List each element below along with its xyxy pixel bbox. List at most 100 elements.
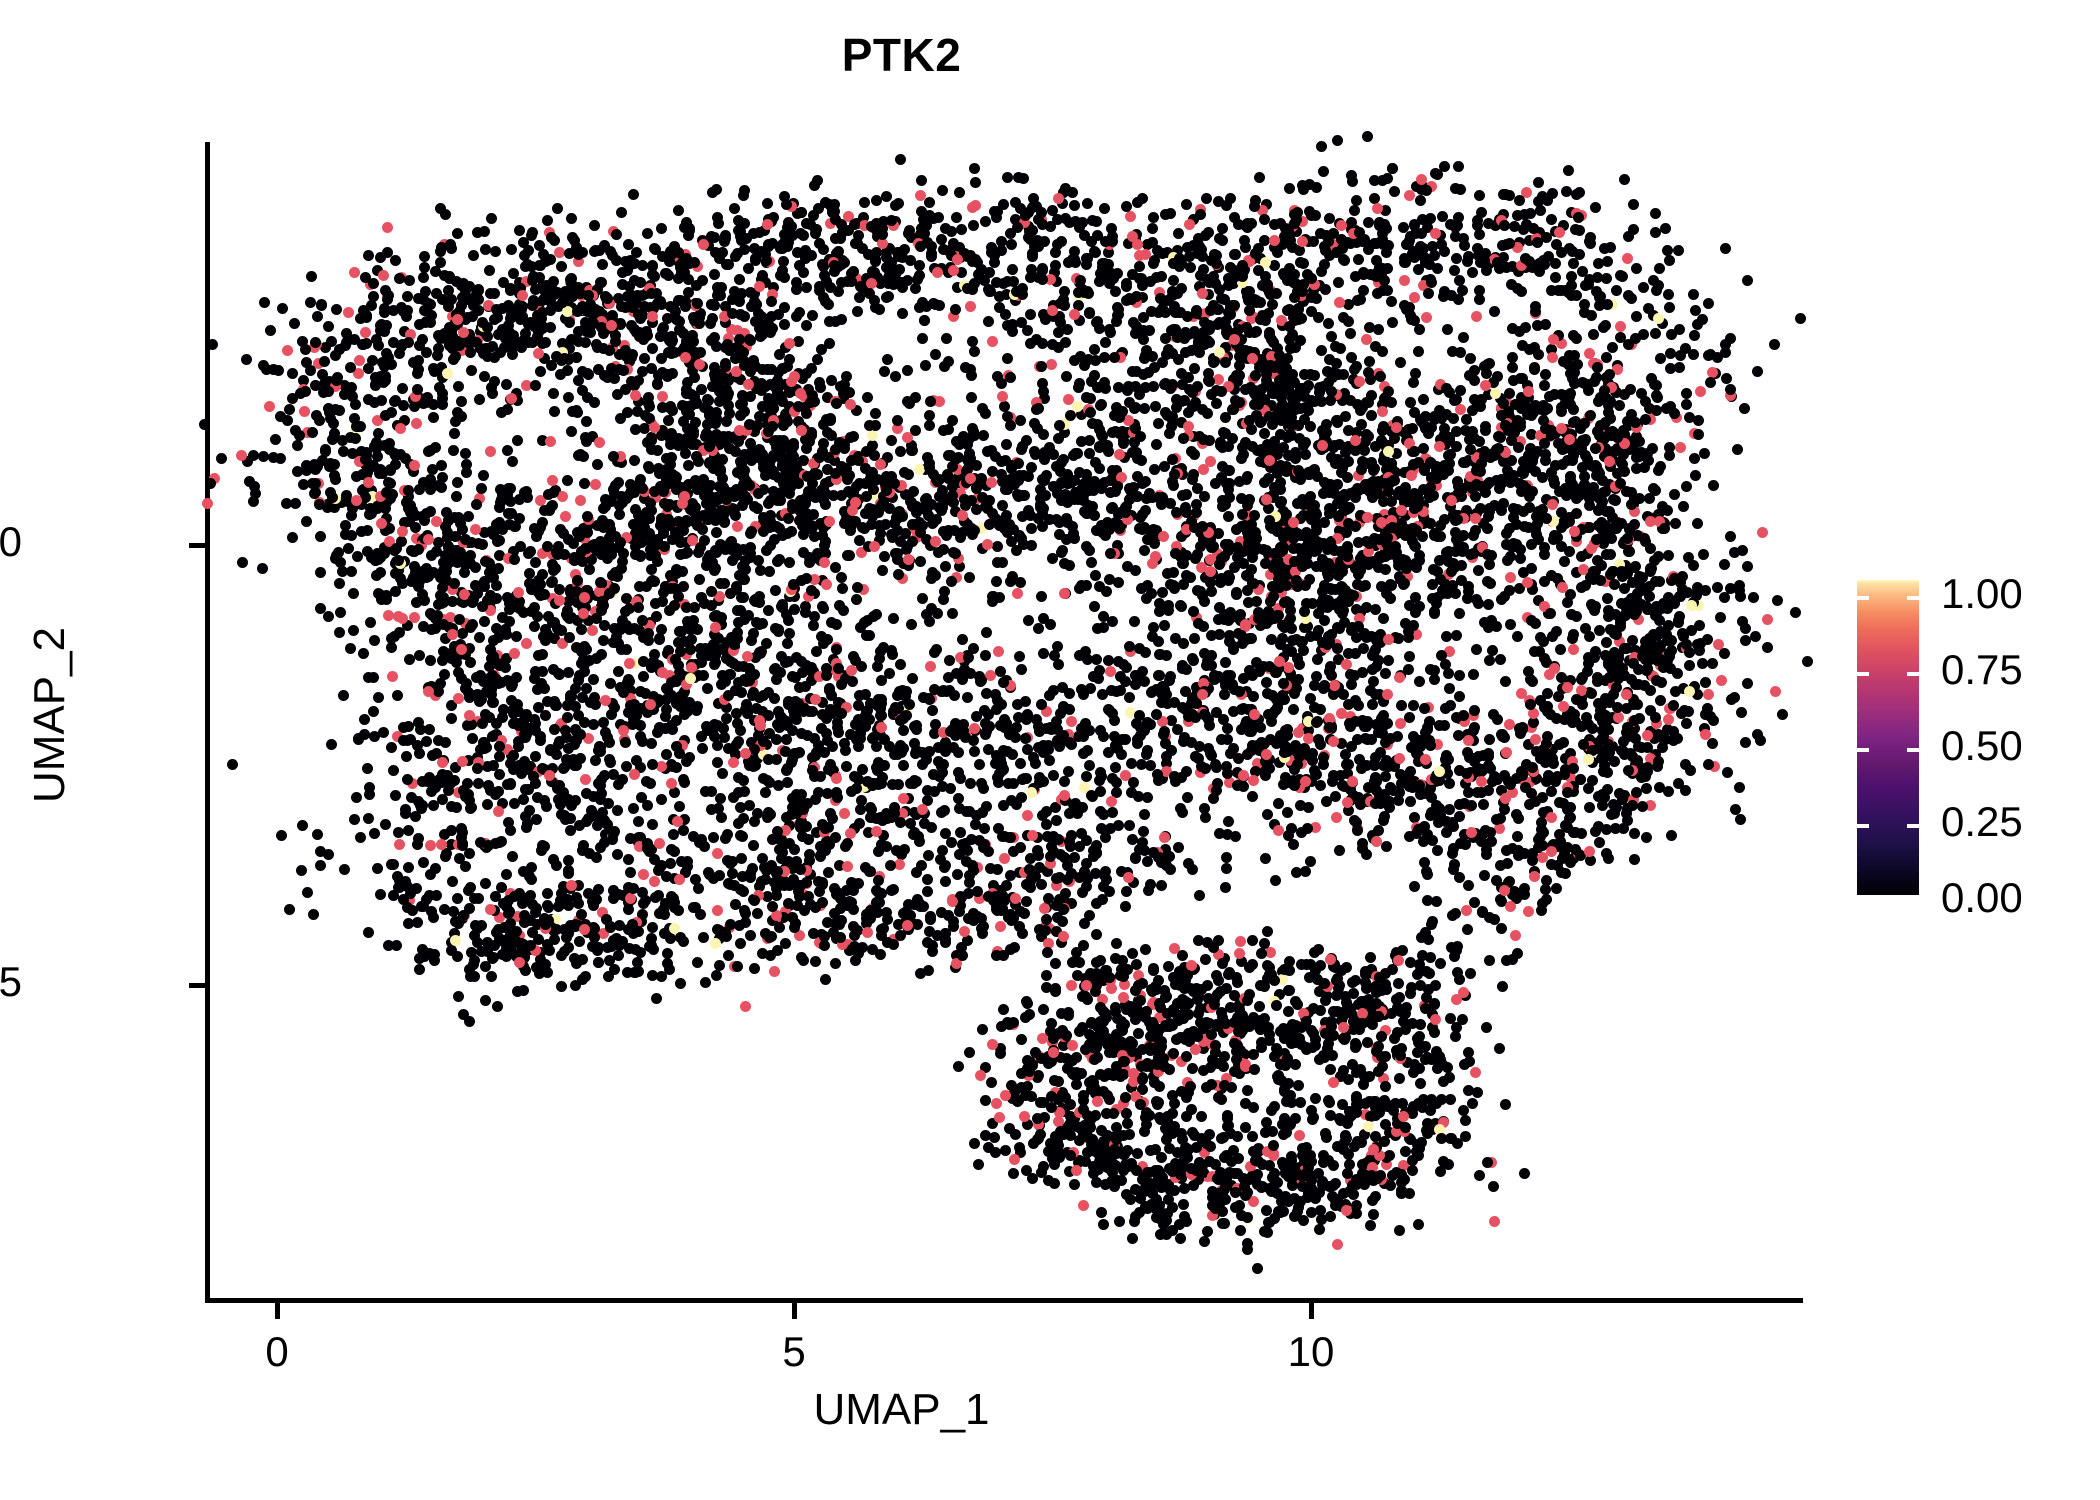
scatter-point <box>1094 322 1106 334</box>
scatter-point <box>493 549 505 561</box>
scatter-point <box>673 295 685 307</box>
scatter-point <box>1748 591 1760 603</box>
scatter-point <box>943 424 955 436</box>
scatter-point <box>738 327 750 339</box>
scatter-point <box>1734 584 1746 596</box>
scatter-point <box>994 592 1006 604</box>
scatter-point <box>1381 841 1393 853</box>
scatter-point <box>1104 326 1116 338</box>
scatter-point <box>1180 488 1192 500</box>
scatter-point <box>685 400 697 412</box>
scatter-point <box>1506 322 1518 334</box>
scatter-point <box>687 336 699 348</box>
scatter-point <box>1324 661 1336 673</box>
scatter-point <box>636 482 648 494</box>
scatter-point <box>258 296 270 308</box>
scatter-point <box>1660 222 1672 234</box>
scatter-point <box>707 381 719 393</box>
scatter-point <box>514 512 526 524</box>
scatter-point <box>1469 512 1481 524</box>
scatter-point <box>319 342 331 354</box>
scatter-point <box>1471 643 1483 655</box>
scatter-point <box>661 312 673 324</box>
scatter-point <box>1724 531 1736 542</box>
scatter-point <box>814 237 826 249</box>
scatter-point <box>1143 366 1155 378</box>
scatter-point <box>689 315 701 327</box>
scatter-point <box>430 442 442 454</box>
scatter-point <box>371 333 383 345</box>
scatter-point <box>1631 310 1643 322</box>
scatter-point <box>667 534 679 546</box>
scatter-point <box>1498 590 1510 602</box>
scatter-point <box>704 549 716 561</box>
scatter-point <box>1622 338 1634 350</box>
scatter-point <box>775 487 787 499</box>
scatter-point <box>726 324 738 336</box>
scatter-point <box>1473 565 1485 577</box>
scatter-point <box>711 527 723 539</box>
scatter-point <box>360 326 372 338</box>
scatter-point <box>805 250 817 262</box>
scatter-point <box>1111 480 1123 492</box>
scatter-point <box>1649 378 1661 390</box>
scatter-point <box>1050 275 1062 287</box>
scatter-point <box>879 550 890 562</box>
scatter-point <box>1752 365 1764 377</box>
scatter-point <box>1059 419 1071 431</box>
scatter-point <box>1404 796 1416 808</box>
scatter-point <box>337 446 349 458</box>
scatter-point <box>831 618 843 630</box>
scatter-point <box>410 522 422 534</box>
scatter-point <box>1379 667 1391 679</box>
scatter-point <box>1720 243 1731 255</box>
scatter-point <box>1546 631 1558 643</box>
scatter-point <box>735 725 747 737</box>
scatter-point <box>956 266 968 278</box>
scatter-point <box>824 282 836 293</box>
scatter-point <box>683 478 695 490</box>
scatter-point <box>1526 539 1538 551</box>
scatter-point <box>1705 376 1717 388</box>
scatter-point <box>1367 698 1379 710</box>
scatter-point <box>356 338 368 350</box>
scatter-point <box>1622 289 1634 301</box>
scatter-point <box>1483 655 1495 667</box>
scatter-point <box>1772 595 1784 607</box>
scatter-point <box>821 392 833 404</box>
scatter-point <box>616 562 628 574</box>
scatter-point <box>632 405 644 417</box>
scatter-point <box>1657 742 1669 754</box>
scatter-point <box>1223 816 1235 828</box>
x-tick-label-0: 0 <box>265 1328 289 1375</box>
scatter-point <box>539 635 551 647</box>
scatter-point <box>362 926 374 938</box>
scatter-point <box>1031 423 1043 435</box>
scatter-point <box>1152 418 1164 429</box>
scatter-point <box>1302 823 1314 835</box>
scatter-point <box>450 545 462 557</box>
scatter-point <box>642 397 654 409</box>
scatter-point <box>1102 440 1114 452</box>
scatter-point <box>951 571 963 583</box>
scatter-point <box>496 489 508 501</box>
scatter-point <box>904 699 916 711</box>
scatter-point <box>1260 493 1272 505</box>
scatter-point <box>534 260 546 272</box>
scatter-point <box>1523 799 1535 811</box>
scatter-point <box>757 517 769 529</box>
scatter-point <box>448 444 460 456</box>
scatter-point <box>756 617 768 629</box>
scatter-point <box>1047 310 1059 322</box>
scatter-point <box>1220 412 1232 424</box>
scatter-point <box>1517 566 1529 578</box>
scatter-point <box>249 481 261 492</box>
scatter-point <box>314 860 326 872</box>
scatter-point <box>921 451 933 463</box>
scatter-point <box>258 359 270 371</box>
scatter-point <box>1334 296 1346 308</box>
scatter-point <box>394 347 406 359</box>
scatter-point <box>1159 460 1171 472</box>
scatter-point <box>311 311 323 323</box>
scatter-point <box>654 330 666 342</box>
